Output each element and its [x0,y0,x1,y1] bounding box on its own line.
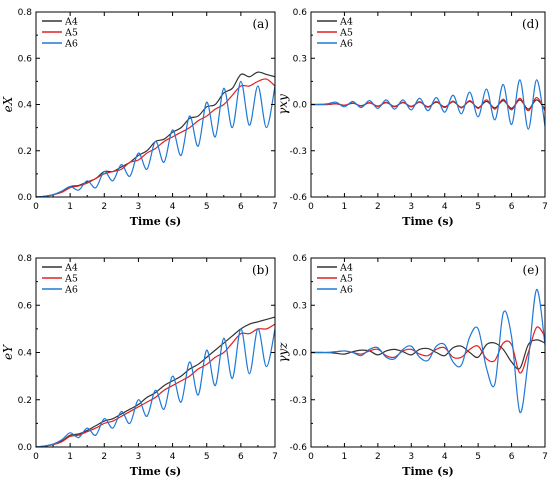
legend-label-a5: A5 [339,274,353,285]
series-line-b-a6 [35,328,276,448]
x-tick-label: 5 [475,452,481,462]
series-line-b-a4 [35,316,276,448]
legend-label-a6: A6 [339,39,353,50]
x-tick-label: 3 [408,202,414,212]
x-tick-label: 2 [101,452,107,462]
series-line-d-a6 [310,79,546,130]
y-tick-label: 0.6 [293,254,308,264]
series-line-e-a4 [311,339,546,370]
legend-label-a5: A5 [339,28,353,39]
y-axis-label: eX [1,96,15,112]
x-tick-label: 0 [308,452,314,462]
x-tick-label: 5 [204,452,210,462]
y-tick-label: 0.0 [293,101,308,111]
y-tick-label: 0.8 [18,8,33,18]
legend-label-a6: A6 [339,285,353,296]
y-tick-label: 0.6 [18,54,33,64]
y-axis-label: eY [1,344,15,360]
series-line-a-a6 [35,80,276,198]
y-tick-label: 0.2 [18,147,32,157]
y-tick-label: 0.3 [293,54,307,64]
y-tick-label: 0.6 [293,8,308,18]
legend-label-a5: A5 [64,274,78,285]
series-line-e-a6 [311,288,546,413]
x-tick-label: 3 [408,452,414,462]
panel-label: (e) [523,263,539,277]
x-tick-label: 3 [136,452,142,462]
y-tick-label: -0.3 [289,147,307,157]
y-tick-label: 0.0 [18,443,33,453]
y-tick-label: 0.4 [18,349,33,359]
x-tick-label: 1 [67,452,73,462]
y-tick-label: 0.2 [18,396,32,406]
y-tick-label: 0.0 [18,193,33,203]
series-line-a-a4 [35,71,276,198]
x-tick-label: 2 [101,202,107,212]
x-axis-label: Time (s) [130,215,181,228]
panel-label: (a) [252,17,269,31]
y-tick-label: -0.6 [289,443,307,453]
x-tick-label: 0 [33,202,39,212]
y-tick-label: 0.4 [18,101,33,111]
x-axis-label: Time (s) [130,465,181,478]
x-tick-label: 7 [542,202,548,212]
legend-label-a4: A4 [64,17,78,28]
y-tick-label: -0.3 [289,396,307,406]
x-tick-label: 1 [342,202,348,212]
x-tick-label: 4 [442,202,448,212]
x-tick-label: 7 [542,452,548,462]
x-tick-label: 5 [204,202,210,212]
panel-label: (d) [522,17,539,31]
series-line-e-a5 [311,326,546,374]
x-tick-label: 2 [375,202,381,212]
chart-panel-a: 0 1 2 3 4 5 6 7 0.0 0.2 0.4 0.6 0.8 Time (s) eX (a) A4A5… [1,8,278,228]
legend-label-a5: A5 [64,28,78,39]
chart-panel-d: 0 1 2 3 4 5 6 7 -0.6 -0.3 0.0 0.3 0.6 Time (s) γxy (d) A… [276,8,548,228]
x-tick-label: 7 [272,452,278,462]
x-tick-label: 4 [442,452,448,462]
chart-panel-e: 0 1 2 3 4 5 6 7 -0.6 -0.3 0.0 0.3 0.6 Time (s) γyz (e) A… [276,254,548,478]
series-line-a-a5 [35,78,276,198]
y-tick-label: 0.6 [18,301,33,311]
x-tick-label: 7 [272,202,278,212]
x-axis-label: Time (s) [402,465,453,478]
x-tick-label: 1 [342,452,348,462]
x-tick-label: 1 [67,202,73,212]
x-tick-label: 4 [170,202,176,212]
x-tick-label: 6 [509,452,515,462]
y-tick-label: 0.8 [18,254,33,264]
y-axis-label: γyz [276,342,290,363]
x-tick-label: 4 [170,452,176,462]
y-tick-label: 0.0 [293,349,308,359]
series-line-d-a5 [311,96,546,112]
y-axis-label: γxy [276,94,290,115]
legend-label-a4: A4 [339,17,353,28]
chart-panel-b: 0 1 2 3 4 5 6 7 0.0 0.2 0.4 0.6 0.8 Time (s) eY (b) A4A5… [1,254,278,478]
x-tick-label: 5 [475,202,481,212]
x-tick-label: 0 [308,202,314,212]
x-axis-label: Time (s) [402,215,453,228]
panel-label: (b) [252,263,269,277]
y-tick-label: -0.6 [289,193,307,203]
x-tick-label: 6 [509,202,515,212]
x-tick-label: 0 [33,452,39,462]
legend-label-a6: A6 [64,39,78,50]
x-tick-label: 6 [238,202,244,212]
x-tick-label: 2 [375,452,381,462]
legend-label-a6: A6 [64,285,78,296]
series-line-b-a5 [35,323,276,448]
y-tick-label: 0.3 [293,301,307,311]
legend-label-a4: A4 [64,263,78,274]
legend-label-a4: A4 [339,263,353,274]
x-tick-label: 3 [136,202,142,212]
x-tick-label: 6 [238,452,244,462]
